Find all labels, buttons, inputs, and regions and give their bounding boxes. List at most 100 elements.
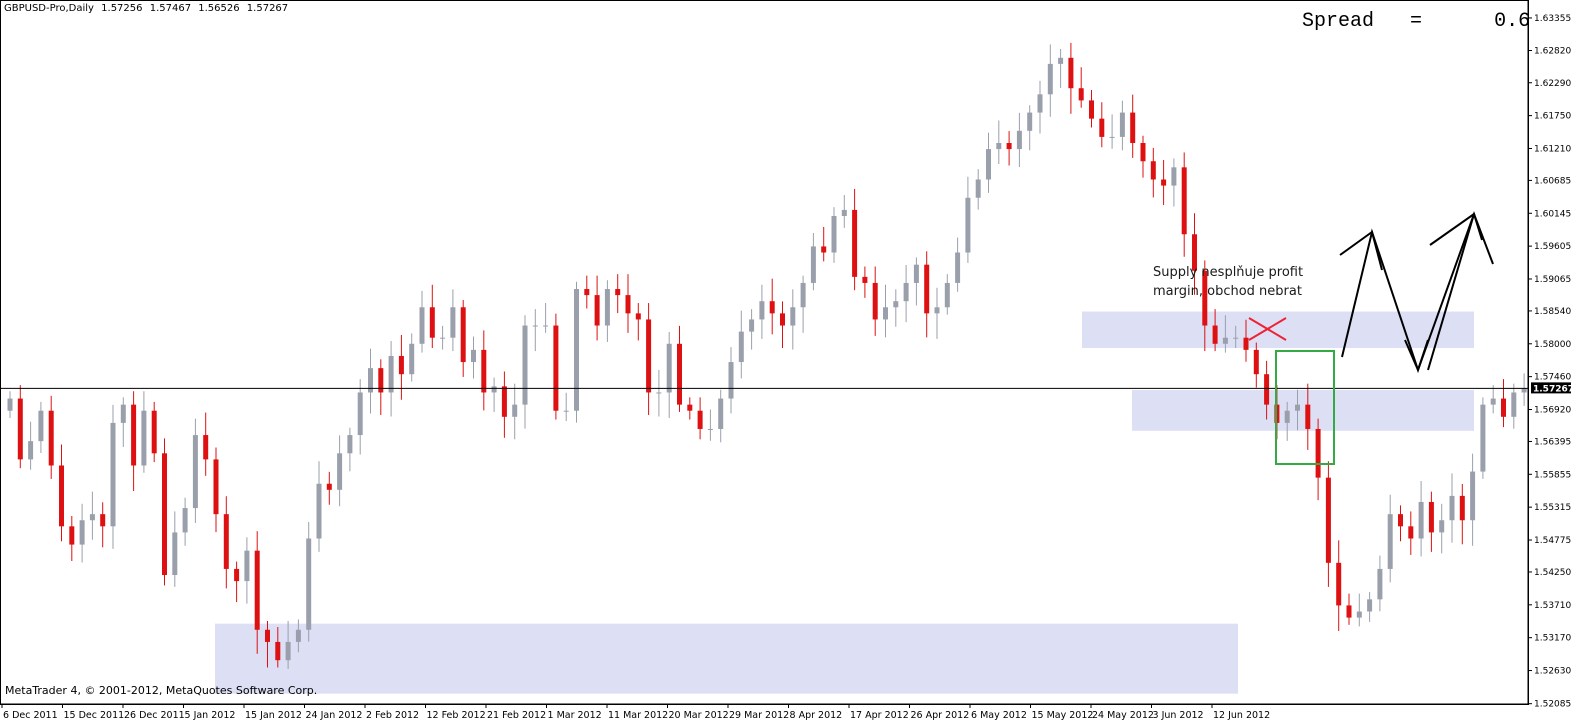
- candle-body: [965, 197, 971, 253]
- candle: [996, 120, 1002, 164]
- candle-body: [1006, 142, 1012, 150]
- y-tick-label: 1.61210: [1534, 144, 1571, 154]
- y-tick-label: 1.55315: [1534, 503, 1571, 513]
- y-tick-label: 1.52085: [1534, 700, 1571, 710]
- candle-body: [1325, 477, 1331, 563]
- candle: [656, 369, 662, 417]
- current-price-label: 1.57267: [1533, 384, 1574, 394]
- candle-body: [1367, 599, 1373, 612]
- candle: [903, 264, 909, 323]
- candle-body: [285, 641, 291, 661]
- candle-body: [110, 422, 116, 527]
- candle-body: [326, 483, 332, 490]
- candle-body: [1398, 514, 1403, 527]
- candle: [151, 401, 157, 463]
- candle: [810, 233, 816, 291]
- candle: [934, 287, 940, 339]
- symbol-label: GBPUSD-Pro,Daily: [4, 3, 94, 14]
- candle: [687, 397, 693, 420]
- candle-body: [759, 301, 765, 320]
- candle-body: [450, 307, 456, 338]
- candle-body: [1315, 428, 1321, 478]
- candle-body: [810, 246, 816, 283]
- candle: [388, 341, 394, 417]
- candle-body: [481, 349, 487, 393]
- candle-body: [1490, 398, 1496, 405]
- arrow-head: [1404, 339, 1429, 373]
- candle-body: [1243, 337, 1249, 350]
- candle: [1511, 383, 1517, 429]
- x-tick-label: 15 Jan 2012: [245, 710, 302, 721]
- candle-body: [368, 368, 373, 393]
- y-tick-label: 1.59605: [1534, 242, 1571, 252]
- candle-body: [1470, 471, 1476, 521]
- x-tick-label: 21 Feb 2012: [487, 710, 546, 721]
- candle-body: [1336, 562, 1342, 606]
- y-tick-label: 1.55855: [1534, 470, 1571, 480]
- x-tick-label: 29 Mar 2012: [729, 710, 789, 721]
- candle: [1253, 342, 1259, 388]
- candle: [17, 385, 23, 469]
- candle: [1428, 491, 1434, 552]
- x-tick-label: 24 May 2012: [1092, 710, 1154, 721]
- candle: [594, 275, 600, 341]
- candle: [615, 274, 621, 314]
- candle: [862, 266, 868, 298]
- candle: [666, 331, 672, 419]
- candle-body: [924, 264, 930, 314]
- candle-body: [17, 398, 23, 460]
- x-tick-label: 24 Jan 2012: [306, 710, 363, 721]
- candle: [1109, 114, 1115, 149]
- candle: [378, 359, 384, 415]
- candle-body: [512, 404, 518, 417]
- candle: [1171, 158, 1177, 207]
- candle: [48, 395, 54, 479]
- candle: [1222, 315, 1228, 353]
- candle-body: [316, 483, 322, 539]
- candles-layer: [7, 42, 1527, 670]
- candle-body: [1212, 325, 1218, 344]
- candle-body: [707, 428, 713, 430]
- y-tick-label: 1.59065: [1534, 275, 1571, 285]
- candle: [1078, 67, 1084, 108]
- candle-body: [955, 252, 961, 283]
- candle-body: [522, 325, 528, 405]
- candle-body: [1027, 112, 1033, 131]
- candle: [955, 237, 961, 292]
- candle: [28, 421, 34, 470]
- candle-body: [203, 435, 209, 460]
- candle: [398, 334, 404, 400]
- candle-body: [996, 142, 1002, 150]
- candle: [1119, 100, 1125, 151]
- candle-body: [234, 568, 240, 582]
- candle-body: [337, 453, 343, 490]
- candle: [1439, 503, 1445, 554]
- candle: [1202, 260, 1208, 352]
- candle-body: [934, 307, 940, 314]
- cross-line: [1248, 317, 1287, 341]
- candle: [1295, 389, 1300, 431]
- candle: [1398, 505, 1403, 542]
- projection-leg: [1427, 213, 1475, 371]
- candle: [1284, 401, 1290, 441]
- candle-body: [718, 398, 724, 429]
- candle-body: [1501, 398, 1506, 417]
- candle-body: [223, 514, 229, 569]
- candle-body: [646, 319, 652, 393]
- candle: [1449, 473, 1455, 543]
- x-tick-label: 26 Apr 2012: [911, 710, 970, 721]
- candle-body: [1480, 404, 1486, 472]
- candle: [254, 531, 260, 654]
- candle: [460, 299, 466, 377]
- candle: [368, 348, 373, 414]
- candle-body: [79, 520, 85, 545]
- x-tick-label: 17 Apr 2012: [850, 710, 909, 721]
- candle: [1140, 135, 1146, 178]
- annotations-layer: [0, 211, 1528, 465]
- candle-body: [141, 410, 147, 466]
- candle-body: [1346, 605, 1352, 618]
- candle-body: [769, 301, 775, 314]
- candle: [1150, 147, 1156, 198]
- candle-body: [1099, 118, 1105, 137]
